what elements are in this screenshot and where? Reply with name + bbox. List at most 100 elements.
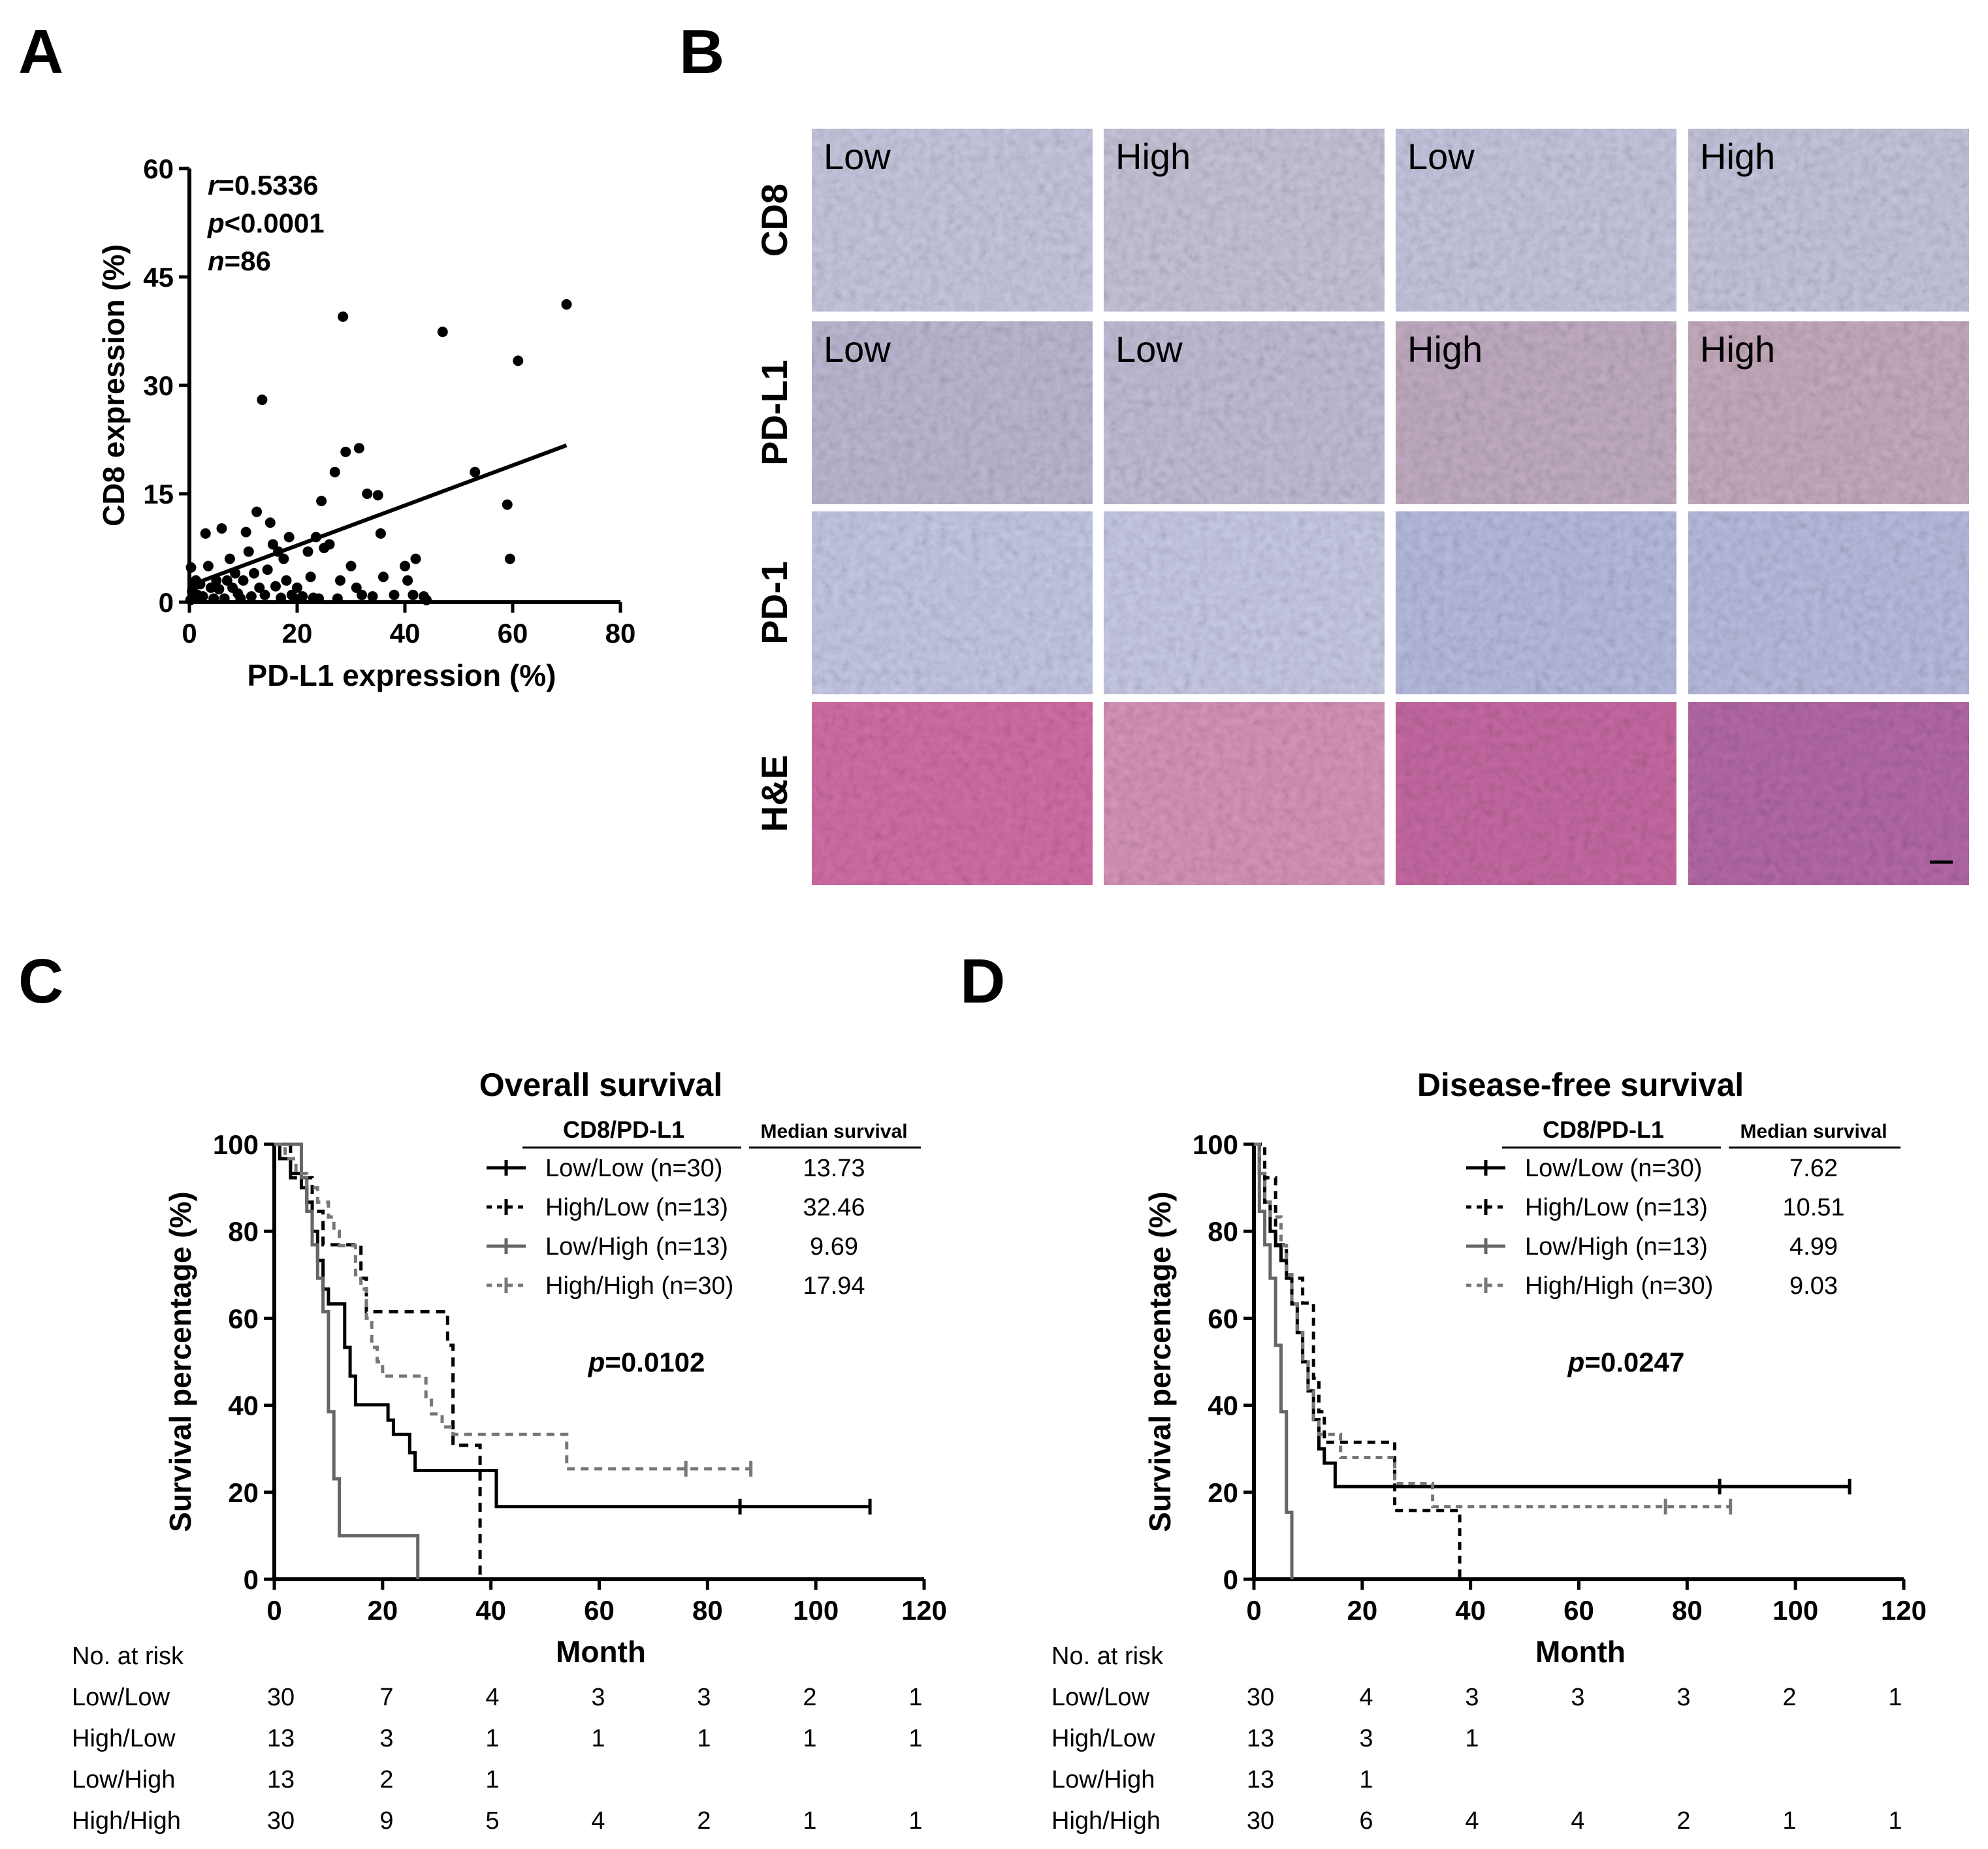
data-point <box>216 523 227 534</box>
stat-label: n=86 <box>208 246 271 276</box>
x-tick-label: 80 <box>692 1595 723 1626</box>
y-axis-label: Survival percentage (%) <box>1143 1191 1177 1532</box>
data-point <box>262 564 273 575</box>
risk-value: 13 <box>1247 1766 1274 1793</box>
data-point <box>235 593 246 604</box>
risk-value: 2 <box>1782 1684 1796 1711</box>
data-point <box>470 466 481 477</box>
data-point <box>270 581 281 592</box>
risk-value: 5 <box>485 1807 499 1835</box>
tissue-image-pd-l1-1 <box>812 321 1093 504</box>
y-tick-label: 45 <box>143 262 174 293</box>
data-point <box>251 506 263 517</box>
risk-value: 3 <box>591 1684 605 1711</box>
risk-row-label: High/High <box>72 1807 181 1835</box>
data-point <box>313 593 324 604</box>
median-value: 9.69 <box>810 1233 858 1261</box>
data-point <box>257 394 268 406</box>
tissue-image-cd8-2 <box>1104 129 1385 312</box>
histology-grid: CD8 PD-L1 PD-1 H&E Low High Low High Low Low High H… <box>754 129 1969 885</box>
legend-label: High/Low (n=13) <box>1525 1194 1708 1221</box>
risk-row-label: Low/High <box>1051 1766 1155 1793</box>
median-value: 7.62 <box>1789 1155 1838 1182</box>
risk-value: 9 <box>379 1807 393 1835</box>
y-tick-label: 0 <box>244 1564 259 1595</box>
data-point <box>410 553 421 564</box>
stat-label: p<0.0001 <box>207 208 325 238</box>
tissue-image-pd-1-3 <box>1396 511 1676 694</box>
tissue-image-cd8-1 <box>812 129 1093 312</box>
data-point <box>243 546 254 557</box>
risk-value: 1 <box>697 1725 711 1752</box>
legend-header: CD8/PD-L1 <box>563 1116 684 1143</box>
data-point <box>240 526 251 538</box>
x-tick-label: 40 <box>475 1595 506 1626</box>
row-label: CD8 <box>754 184 795 257</box>
median-value: 17.94 <box>803 1272 865 1300</box>
risk-value: 1 <box>1782 1807 1796 1835</box>
tissue-image-cd8-4 <box>1688 129 1969 312</box>
data-point <box>283 532 295 543</box>
regression-line <box>188 443 568 588</box>
data-point <box>340 446 351 457</box>
risk-row-label: High/Low <box>72 1725 176 1752</box>
risk-value: 3 <box>1465 1684 1479 1711</box>
y-tick-label: 20 <box>1208 1477 1238 1508</box>
chart-title: Disease-free survival <box>1417 1067 1744 1103</box>
data-point <box>276 592 287 603</box>
legend-label: High/High (n=30) <box>1525 1272 1713 1300</box>
x-axis-label: Month <box>1535 1635 1626 1669</box>
survival-curve-4 <box>1254 1142 1731 1509</box>
y-tick-label: 60 <box>228 1303 259 1334</box>
data-point <box>504 553 515 564</box>
data-point <box>437 327 448 338</box>
survival-curve-4 <box>274 1142 751 1471</box>
risk-row-label: Low/Low <box>72 1684 170 1711</box>
tile-label: Low <box>824 136 891 177</box>
legend-label: Low/High (n=13) <box>1525 1233 1708 1261</box>
x-tick-label: 120 <box>901 1595 947 1626</box>
data-point <box>502 499 513 510</box>
data-point <box>329 466 340 477</box>
data-point <box>389 589 400 600</box>
data-point <box>302 546 313 557</box>
y-tick-label: 100 <box>213 1129 259 1160</box>
data-point <box>362 489 373 499</box>
risk-value: 1 <box>1465 1725 1479 1752</box>
y-tick-label: 40 <box>1208 1391 1238 1421</box>
data-point <box>246 591 257 602</box>
y-tick-label: 40 <box>228 1391 259 1421</box>
y-tick-label: 0 <box>1223 1564 1238 1595</box>
data-point <box>278 553 289 564</box>
data-point <box>375 528 386 539</box>
x-tick-label: 60 <box>498 618 528 649</box>
panel-label-d: D <box>960 946 1005 1016</box>
tissue-image-pd-l1-4 <box>1688 321 1969 504</box>
x-axis-label: Month <box>556 1635 646 1669</box>
risk-value: 1 <box>803 1725 816 1752</box>
tile-label: Low <box>1115 329 1183 370</box>
data-point <box>221 575 232 586</box>
median-value: 9.03 <box>1789 1272 1838 1300</box>
data-point <box>185 562 197 573</box>
data-point <box>289 593 300 604</box>
data-point <box>338 311 349 322</box>
row-label: PD-1 <box>754 561 795 645</box>
data-point <box>249 568 259 579</box>
data-point <box>378 571 389 583</box>
data-point <box>224 553 235 564</box>
tile-label: High <box>1407 329 1483 370</box>
x-tick-label: 80 <box>605 618 636 649</box>
panel-label-b: B <box>679 17 724 87</box>
overall-survival-chart: Overall survival 0 20 40 60 80 100 0 20 40 60 80 100… <box>72 1067 947 1835</box>
data-point <box>292 582 302 593</box>
data-point <box>421 594 432 605</box>
x-tick-label: 20 <box>282 618 313 649</box>
tissue-image-pd-1-1 <box>812 511 1093 694</box>
risk-value: 2 <box>1676 1807 1690 1835</box>
y-tick-label: 15 <box>143 479 174 509</box>
median-header: Median survival <box>1740 1121 1887 1142</box>
risk-value: 4 <box>1571 1807 1584 1835</box>
risk-row-label: High/High <box>1051 1807 1161 1835</box>
scatter-chart: 0 15 30 45 60 0 20 40 60 80 PD-L1 expression (%) CD… <box>97 153 635 692</box>
